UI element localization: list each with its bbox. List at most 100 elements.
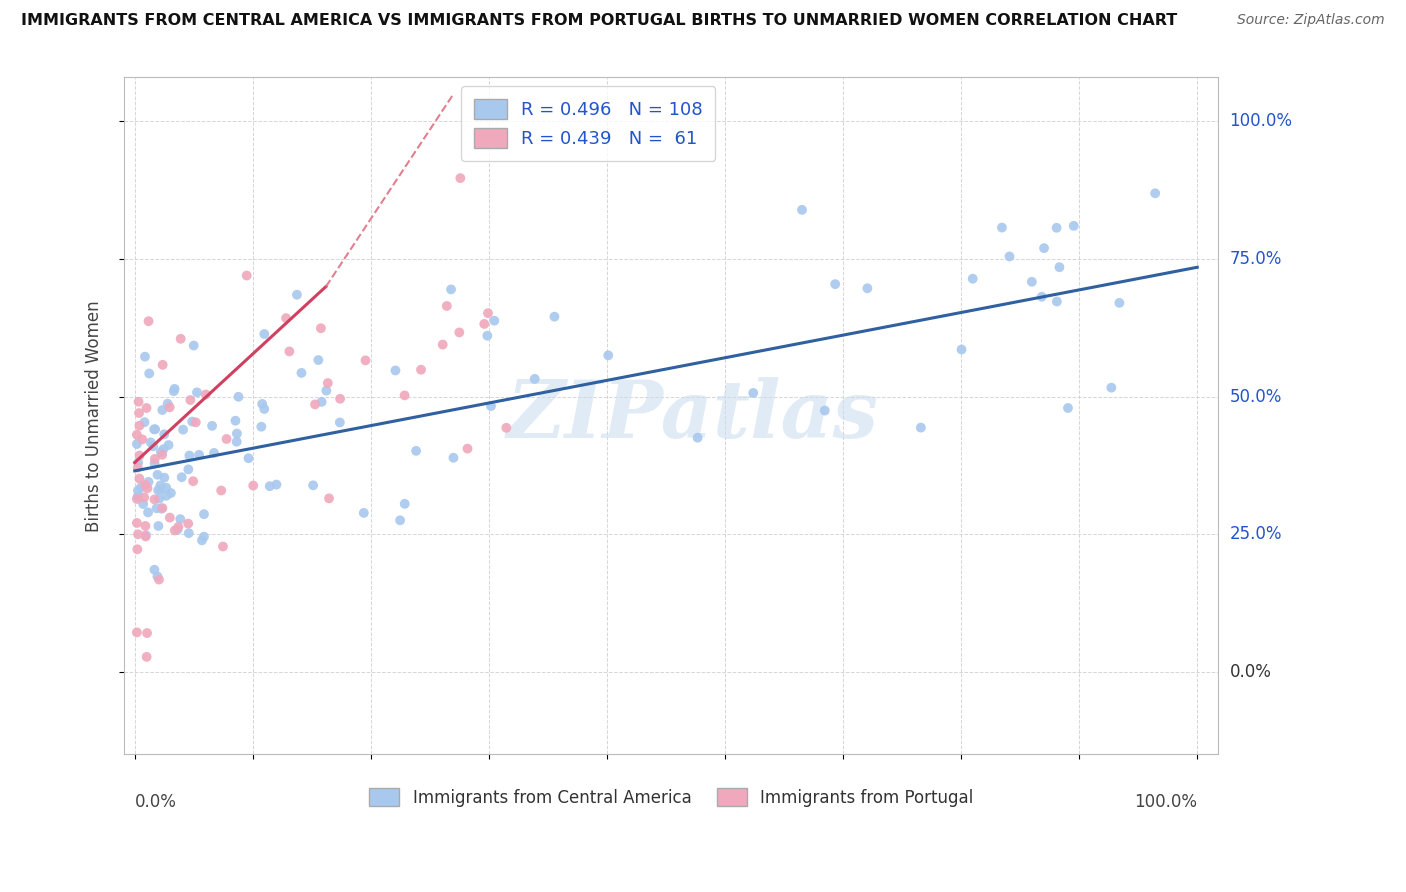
Point [242,478,264,492]
Point [1144,186,1167,201]
Point [253,401,276,416]
Point [285,287,308,301]
Point [150,403,173,417]
Point [166,523,188,537]
Point [315,384,337,398]
Point [194,387,217,401]
Point [132,497,155,511]
Point [384,363,406,377]
Point [134,415,156,429]
Point [145,501,167,516]
Point [183,338,205,352]
Point [135,401,157,415]
Point [824,277,846,292]
Point [250,419,273,434]
Point [394,388,416,402]
Point [238,451,260,466]
Point [191,533,214,548]
Point [389,513,412,527]
Point [128,406,150,420]
Text: 75.0%: 75.0% [1230,250,1282,268]
Point [1045,220,1067,235]
Point [290,366,312,380]
Point [135,529,157,543]
Point [202,446,225,460]
Point [128,394,150,409]
Point [139,435,162,450]
Point [523,372,546,386]
Text: ZIPatlas: ZIPatlas [508,377,879,455]
Point [128,449,150,463]
Point [125,427,148,442]
Point [316,376,339,390]
Point [1108,296,1130,310]
Text: Source: ZipAtlas.com: Source: ZipAtlas.com [1237,13,1385,28]
Point [127,460,149,475]
Point [134,491,156,505]
Point [159,401,181,415]
Point [163,524,186,538]
Point [1033,241,1056,255]
Point [225,434,247,449]
Point [153,427,176,442]
Point [329,416,352,430]
Point [125,625,148,640]
Point [131,433,153,447]
Point [1046,294,1069,309]
Point [157,438,180,452]
Point [188,448,211,462]
Point [136,481,159,495]
Text: 50.0%: 50.0% [1230,387,1282,406]
Point [181,474,204,488]
Point [443,450,465,465]
Point [856,281,879,295]
Point [138,475,160,489]
Point [543,310,565,324]
Point [138,367,160,381]
Text: 0.0%: 0.0% [1230,663,1271,681]
Point [228,390,250,404]
Point [134,350,156,364]
Point [159,510,181,524]
Point [235,268,257,283]
Point [790,202,813,217]
Point [179,449,201,463]
Point [440,282,463,296]
Point [432,337,454,351]
Point [127,490,149,504]
Text: 25.0%: 25.0% [1230,525,1282,543]
Point [172,423,194,437]
Point [193,530,215,544]
Point [814,403,837,417]
Point [143,492,166,507]
Point [179,392,201,407]
Point [329,392,352,406]
Point [155,489,177,503]
Point [125,516,148,530]
Point [201,418,224,433]
Point [127,483,149,498]
Point [910,420,932,434]
Point [127,542,149,557]
Point [177,526,200,541]
Point [143,422,166,436]
Point [153,470,176,484]
Point [405,443,427,458]
Point [149,445,172,459]
Point [477,306,499,320]
Point [150,501,173,516]
Point [598,348,620,362]
Point [143,422,166,436]
Point [136,626,159,640]
Point [128,418,150,433]
Point [156,397,179,411]
Point [479,399,502,413]
Point [148,491,170,506]
Point [742,386,765,401]
Point [457,442,479,456]
Point [311,395,333,409]
Point [160,486,183,500]
Point [148,573,170,587]
Point [125,437,148,451]
Point [150,501,173,516]
